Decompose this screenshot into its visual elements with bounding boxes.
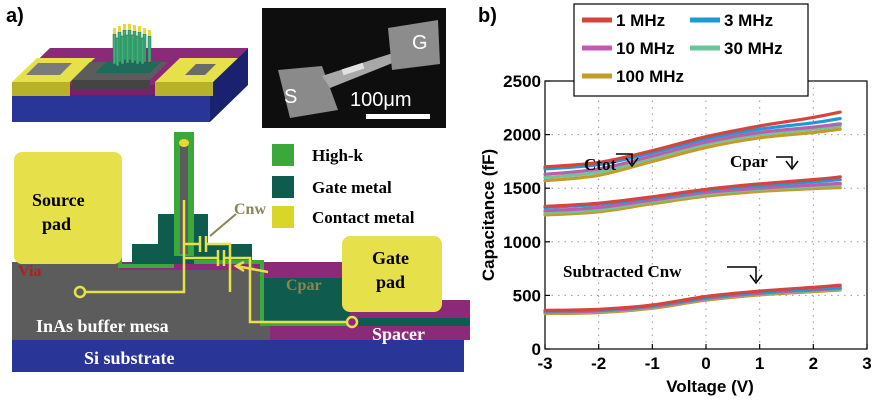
- series-lines: [543, 110, 842, 316]
- series-line-cpar-1-mhz: [543, 175, 842, 208]
- legend-label: 30 MHz: [724, 39, 783, 58]
- y-tick-label: 500: [513, 286, 541, 305]
- gate-pad-label-line2: pad: [376, 272, 405, 292]
- annotation-cpar: Cpar: [730, 152, 768, 171]
- sem-scalebar-label: 100μm: [350, 89, 412, 111]
- series-line-ctot-100-mhz: [543, 127, 842, 183]
- x-tick-label: 0: [701, 354, 710, 373]
- substrate-label: Si substrate: [84, 348, 175, 368]
- source-pad-label-line1: Source: [32, 190, 85, 210]
- x-tick-label: -3: [537, 354, 552, 373]
- y-tick-label: 2500: [503, 72, 541, 91]
- y-tick-label: 2000: [503, 126, 541, 145]
- y-tick-label: 0: [532, 340, 541, 359]
- panel-b-label: b): [478, 5, 497, 27]
- series-line-ctot-1-mhz: [543, 110, 842, 169]
- series-line-cpar-100-mhz: [543, 186, 842, 217]
- annotation-cnw-arrow: [727, 266, 757, 281]
- cnw-label: Cnw: [234, 201, 266, 218]
- source-pad-label-line2: pad: [42, 214, 71, 234]
- capacitance-chart: 0 500 1000 1500 2000 2500 -3 -2 -1 0 1 2 3 Voltage …: [479, 3, 872, 396]
- cross-section-schematic: Source pad Gate pad Via Cnw Cpar InAs bu…: [12, 132, 470, 372]
- legend-label: 1 MHz: [616, 11, 665, 30]
- x-tick-label: 2: [809, 354, 818, 373]
- via-label: Via: [18, 263, 41, 280]
- legend-swatch-high-k: [272, 144, 294, 166]
- material-legend: High-k Gate metal Contact metal: [272, 144, 415, 228]
- annotations: Ctot Cpar Subtracted Cnw: [563, 152, 799, 285]
- legend-label-contact-metal: Contact metal: [312, 208, 415, 227]
- legend-swatch-contact-metal: [272, 206, 294, 228]
- series-line-ctot-10-mhz: [543, 122, 842, 176]
- y-tick-label: 1000: [503, 233, 541, 252]
- legend-label: 3 MHz: [724, 11, 773, 30]
- legend-label-gate-metal: Gate metal: [312, 178, 392, 197]
- y-tick-labels: 0 500 1000 1500 2000 2500: [503, 72, 550, 359]
- device-3d-illustration: [12, 24, 248, 122]
- series-line-ctot-30-mhz: [543, 124, 842, 180]
- sem-image: S G 100μm: [262, 8, 446, 128]
- legend-label: 10 MHz: [616, 39, 675, 58]
- annotation-ctot-arrow: [616, 153, 633, 164]
- cpar-label: Cpar: [286, 277, 322, 294]
- y-axis-title: Capacitance (fF): [479, 149, 498, 281]
- legend-label-high-k: High-k: [312, 146, 364, 165]
- chart-legend: 1 MHz 3 MHz 10 MHz 30 MHz 100 MHz: [573, 3, 809, 97]
- x-tick-label: -2: [591, 354, 606, 373]
- spacer-label: Spacer: [372, 324, 425, 344]
- annotation-ctot: Ctot: [584, 155, 616, 174]
- sem-g-label: G: [412, 32, 428, 54]
- legend-label: 100 MHz: [616, 67, 684, 86]
- x-tick-label: 3: [862, 354, 871, 373]
- series-line-cpar-10-mhz: [543, 181, 842, 213]
- gate-pad-label-line1: Gate: [372, 248, 409, 268]
- series-line-cnw-1-mhz: [543, 283, 842, 312]
- sem-s-label: S: [284, 86, 297, 108]
- series-line-ctot-3-mhz: [543, 116, 842, 171]
- annotation-cnw: Subtracted Cnw: [563, 262, 682, 281]
- x-axis-title: Voltage (V): [666, 377, 754, 396]
- x-tick-labels: -3 -2 -1 0 1 2 3: [537, 344, 872, 373]
- buffer-mesa-label: InAs buffer mesa: [36, 316, 169, 336]
- x-tick-label: -1: [645, 354, 660, 373]
- annotation-cpar-arrow: [776, 156, 793, 167]
- scale-bar: [366, 114, 430, 119]
- panel-a-label: a): [6, 5, 24, 27]
- legend-swatch-gate-metal: [272, 176, 294, 198]
- x-tick-label: 1: [755, 354, 764, 373]
- y-tick-label: 1500: [503, 179, 541, 198]
